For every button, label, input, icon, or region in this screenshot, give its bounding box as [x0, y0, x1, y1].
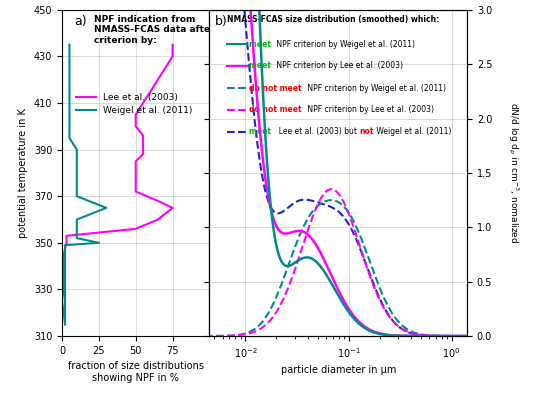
Legend: Lee et al. (2003), Weigel et al. (2011): Lee et al. (2003), Weigel et al. (2011) [72, 89, 196, 119]
X-axis label: particle diameter in μm: particle diameter in μm [281, 365, 396, 375]
Text: meet: meet [249, 40, 274, 49]
Text: NPF criterion by Lee et al. (2003): NPF criterion by Lee et al. (2003) [305, 105, 434, 114]
Text: b): b) [214, 15, 227, 28]
Text: Weigel et al. (2011): Weigel et al. (2011) [374, 127, 451, 136]
Text: NMASS-FCAS size distribution (smoothed) which:: NMASS-FCAS size distribution (smoothed) … [227, 15, 440, 24]
Text: NPF criterion by Lee et al. (2003): NPF criterion by Lee et al. (2003) [274, 61, 403, 70]
Text: meet: meet [249, 127, 274, 136]
Text: do not meet: do not meet [249, 84, 305, 93]
Y-axis label: dN/d log d$_p$ in cm$^{-3}$, nomalized: dN/d log d$_p$ in cm$^{-3}$, nomalized [506, 102, 521, 244]
Text: NPF criterion by Weigel et al. (2011): NPF criterion by Weigel et al. (2011) [305, 84, 445, 93]
Text: NPF indication from
NMASS-FCAS data after
criterion by:: NPF indication from NMASS-FCAS data afte… [94, 15, 215, 44]
Text: do not meet: do not meet [249, 105, 305, 114]
Text: NPF criterion by Weigel et al. (2011): NPF criterion by Weigel et al. (2011) [274, 40, 415, 49]
Text: Lee et al. (2003) but: Lee et al. (2003) but [274, 127, 359, 136]
Text: meet: meet [249, 61, 274, 70]
Text: a): a) [74, 15, 86, 28]
X-axis label: fraction of size distributions
showing NPF in %: fraction of size distributions showing N… [68, 361, 204, 383]
Y-axis label: potential temperature in K: potential temperature in K [18, 108, 28, 238]
Text: not: not [359, 127, 374, 136]
